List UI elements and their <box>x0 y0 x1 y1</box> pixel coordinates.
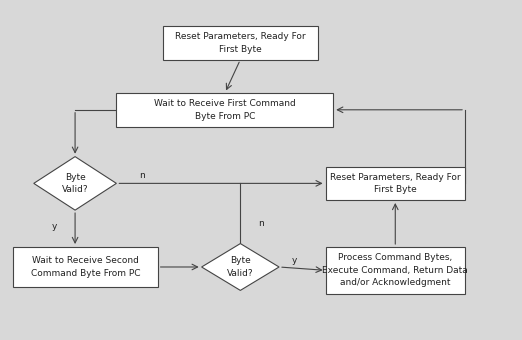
Text: n: n <box>258 219 264 228</box>
Polygon shape <box>34 157 116 210</box>
FancyBboxPatch shape <box>326 247 465 294</box>
Polygon shape <box>201 243 279 290</box>
Text: Reset Parameters, Ready For
First Byte: Reset Parameters, Ready For First Byte <box>175 32 306 54</box>
FancyBboxPatch shape <box>163 26 318 59</box>
Text: Byte
Valid?: Byte Valid? <box>62 173 88 194</box>
Text: Wait to Receive Second
Command Byte From PC: Wait to Receive Second Command Byte From… <box>31 256 140 278</box>
Text: Reset Parameters, Ready For
First Byte: Reset Parameters, Ready For First Byte <box>330 173 460 194</box>
FancyBboxPatch shape <box>326 167 465 200</box>
Text: y: y <box>52 222 57 231</box>
Text: Process Command Bytes,
Execute Command, Return Data
and/or Acknowledgment: Process Command Bytes, Execute Command, … <box>323 253 468 287</box>
FancyBboxPatch shape <box>13 247 158 287</box>
Text: n: n <box>139 171 145 180</box>
Text: y: y <box>292 256 297 265</box>
Text: Wait to Receive First Command
Byte From PC: Wait to Receive First Command Byte From … <box>154 99 296 121</box>
FancyBboxPatch shape <box>116 93 334 126</box>
Text: Byte
Valid?: Byte Valid? <box>227 256 254 278</box>
